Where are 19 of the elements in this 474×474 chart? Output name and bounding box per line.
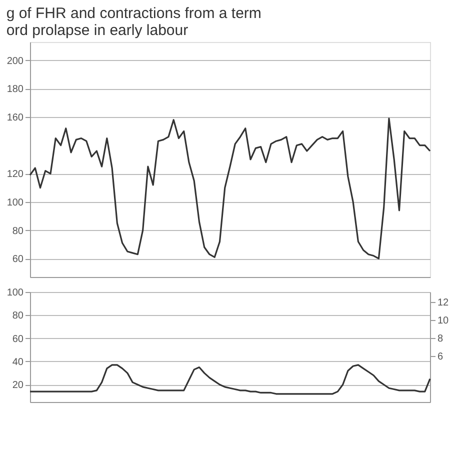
y2-tick-label: 12	[438, 297, 450, 308]
y2-tick-label: 6	[438, 352, 444, 363]
y-tick-label: 20	[12, 380, 24, 392]
y-tick-label: 180	[6, 84, 24, 96]
y-tick-label: 100	[6, 197, 24, 208]
y-tick-label: 60	[12, 254, 24, 266]
y-tick-label: 40	[12, 356, 24, 368]
y-tick-label: 80	[12, 310, 24, 322]
y-tick-label: 80	[12, 226, 24, 237]
y-tick-label: 120	[6, 169, 24, 180]
y2-tick-label: 10	[438, 315, 450, 326]
y-tick-label: 100	[6, 288, 24, 298]
line-series	[29, 364, 431, 395]
y2-tick-label: 8	[438, 333, 444, 344]
y-tick-label: 60	[12, 334, 24, 345]
line-series	[29, 118, 431, 260]
y-tick-label: 160	[6, 112, 24, 124]
y-tick-label: 200	[6, 56, 24, 67]
chart-title: g of FHR and contractions from a term ord prolapse in early labour	[6, 5, 262, 39]
